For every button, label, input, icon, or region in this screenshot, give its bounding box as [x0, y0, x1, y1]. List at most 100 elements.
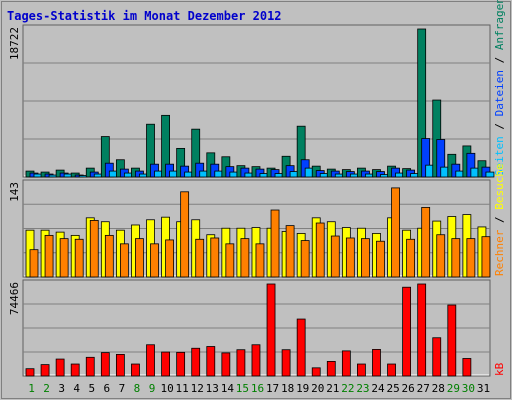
y-max-label: 74466 [8, 282, 21, 315]
bar-rechner-day-8 [135, 238, 144, 278]
legend-kb: kB [493, 362, 506, 376]
day-label-15: 15 [236, 382, 249, 395]
bar-rechner-day-5 [89, 220, 99, 278]
bar-kb-day-2 [40, 364, 50, 377]
day-label-22: 22 [341, 382, 354, 395]
day-label-1: 1 [28, 382, 35, 395]
day-label-24: 24 [371, 382, 385, 395]
bar-rechner-day-27 [421, 207, 431, 278]
bar-rechner-day-31 [481, 236, 491, 278]
bar-rechner-day-17 [270, 209, 280, 278]
bar-rechner-day-30 [466, 238, 476, 278]
bar-kb-day-30 [462, 358, 472, 377]
bar-kb-day-10 [161, 351, 170, 377]
bar-rechner-day-18 [285, 225, 295, 278]
bar-kb-day-24 [372, 349, 381, 377]
legend-rechner: Rechner [493, 229, 506, 276]
day-label-18: 18 [281, 382, 294, 395]
y-max-label: 18722 [8, 27, 21, 60]
bar-rechner-day-23 [361, 238, 370, 278]
bar-kb-day-20 [311, 367, 321, 377]
legend-separator: / [493, 50, 506, 70]
day-label-28: 28 [432, 382, 445, 395]
day-label-13: 13 [206, 382, 219, 395]
bar-rechner-day-12 [195, 238, 205, 278]
bar-kb-day-22 [341, 350, 351, 377]
bar-rechner-day-25 [391, 187, 400, 278]
bar-kb-day-15 [236, 349, 246, 377]
day-label-7: 7 [119, 382, 126, 395]
bar-rechner-day-16 [255, 243, 265, 278]
bar-rechner-day-29 [451, 238, 461, 278]
bar-kb-day-18 [281, 349, 291, 377]
day-label-23: 23 [356, 382, 369, 395]
bar-rechner-day-20 [315, 222, 325, 278]
day-label-16: 16 [251, 382, 264, 395]
legend-dateien: Dateien [493, 70, 506, 116]
bar-rechner-day-7 [119, 243, 129, 278]
bar-kb-day-14 [221, 352, 231, 377]
day-axis-labels: 1 2 3 4 5 6 7 8 9 10 11 12 13 14 15 16 17 18 19 20 21 22 23 24 2… [28, 382, 490, 395]
bar-rechner-day-28 [436, 234, 446, 278]
day-label-20: 20 [311, 382, 324, 395]
day-label-10: 10 [160, 382, 173, 395]
bar-kb-day-25 [387, 363, 396, 377]
legend-separator: / [493, 210, 506, 230]
bar-kb-day-17 [266, 283, 276, 377]
day-label-26: 26 [402, 382, 415, 395]
day-label-9: 9 [149, 382, 156, 395]
bar-kb-day-9 [146, 344, 155, 377]
bar-kb-day-29 [447, 304, 457, 377]
day-label-8: 8 [134, 382, 141, 395]
bar-kb-day-19 [296, 318, 306, 377]
bar-seiten-day-31 [485, 171, 495, 178]
day-label-5: 5 [88, 382, 95, 395]
bar-rechner-day-10 [165, 239, 174, 278]
y-max-label: 143 [8, 182, 21, 202]
day-label-12: 12 [191, 382, 204, 395]
bar-kb-day-21 [326, 360, 336, 377]
bar-rechner-day-6 [104, 234, 114, 278]
side-legend-panel-3: kB [493, 362, 506, 376]
side-legend-panel-2: Rechner / Besuche [493, 163, 506, 276]
day-label-17: 17 [266, 382, 279, 395]
bar-kb-day-27 [417, 283, 427, 377]
bar-kb-day-12 [191, 347, 201, 377]
day-label-11: 11 [176, 382, 189, 395]
bar-kb-day-13 [206, 346, 216, 377]
legend-seiten: Seiten [493, 136, 506, 176]
bar-rechner-day-9 [150, 243, 159, 278]
bar-rechner-day-3 [59, 238, 69, 278]
day-label-4: 4 [73, 382, 80, 395]
bar-rechner-day-22 [345, 237, 355, 278]
bar-rechner-day-19 [300, 240, 310, 278]
panel-1: 18722 [8, 24, 495, 178]
bar-rechner-day-24 [376, 240, 385, 278]
day-label-29: 29 [447, 382, 460, 395]
day-label-27: 27 [417, 382, 430, 395]
day-label-3: 3 [58, 382, 65, 395]
bar-kb-day-5 [85, 356, 95, 377]
bar-rechner-day-1 [29, 249, 39, 278]
bar-kb-day-1 [25, 368, 35, 377]
day-label-19: 19 [296, 382, 309, 395]
bar-kb-day-3 [55, 358, 65, 377]
bar-kb-day-7 [115, 353, 125, 377]
bar-rechner-day-2 [44, 234, 54, 278]
day-label-14: 14 [221, 382, 235, 395]
panel-2: 143 [8, 179, 491, 278]
panel-3: 74466 [8, 279, 491, 377]
bar-rechner-day-11 [180, 191, 190, 278]
legend-separator: / [493, 116, 506, 136]
chart-panels: 18722 143 74466 [8, 24, 495, 377]
bar-kb-day-28 [432, 337, 442, 377]
bar-kb-day-6 [100, 352, 110, 377]
day-label-6: 6 [104, 382, 111, 395]
bar-kb-day-4 [70, 363, 80, 377]
day-label-30: 30 [462, 382, 475, 395]
bar-kb-day-8 [131, 363, 140, 377]
day-label-25: 25 [386, 382, 399, 395]
